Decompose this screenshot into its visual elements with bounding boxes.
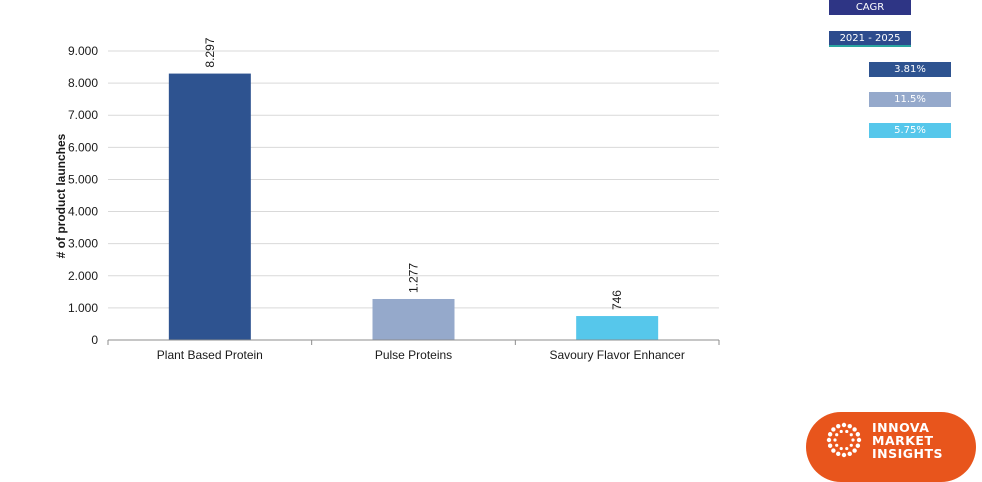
logo-dot <box>827 443 833 448</box>
cagr-header: CAGR <box>829 0 911 15</box>
logo-dot <box>852 427 857 432</box>
cagr-period: 2021 - 2025 <box>829 31 911 47</box>
logo-dot <box>849 433 853 437</box>
logo-dot <box>831 448 836 453</box>
logo-dot <box>839 429 843 434</box>
bar-plant-based-protein <box>168 73 251 341</box>
logo-dot <box>841 422 847 428</box>
bars <box>168 73 659 341</box>
y-tick-label: 9.000 <box>68 44 98 58</box>
logo-dot <box>847 423 852 429</box>
innova-logo: INNOVA MARKET INSIGHTS <box>806 412 976 482</box>
logo-dot <box>831 427 836 432</box>
bar-pulse-proteins <box>372 298 455 340</box>
dotted-ring-icon <box>826 422 862 458</box>
logo-dot <box>855 432 861 437</box>
y-tick-label: 5.000 <box>68 172 98 186</box>
cagr-value-savoury-flavor-enhancer: 5.75% <box>869 123 951 138</box>
logo-line-1: INNOVA <box>872 420 930 435</box>
logo-dot <box>841 452 847 458</box>
category-labels: Plant Based Protein Pulse Proteins Savoury… <box>107 340 720 362</box>
logo-dot <box>851 438 855 442</box>
y-tick-label: 6.000 <box>68 140 98 154</box>
cagr-value-plant-based-protein: 3.81% <box>869 62 951 77</box>
y-tick-label: 7.000 <box>68 108 98 122</box>
y-tick-label: 0 <box>91 333 98 347</box>
category-label: Pulse Proteins <box>375 348 452 362</box>
logo-dot <box>845 446 849 451</box>
logo-dot <box>856 437 862 443</box>
logo-dot <box>852 448 857 453</box>
logo-dot <box>826 437 832 443</box>
data-label: 746 <box>610 290 624 310</box>
bar-savoury-flavor-enhancer <box>576 316 659 340</box>
data-label: 8.297 <box>203 37 217 67</box>
bar-chart: 0 1.000 2.000 3.000 4.000 5.000 6.000 7.000 8.00… <box>54 37 720 362</box>
logo-dot <box>855 443 861 448</box>
logo-dot <box>845 429 849 434</box>
logo-dot <box>847 451 852 457</box>
logo-dot <box>849 443 853 447</box>
y-tick-label: 8.000 <box>68 76 98 90</box>
logo-dot <box>827 432 833 437</box>
logo-dot <box>836 451 841 457</box>
logo-dot <box>836 423 841 429</box>
data-labels: 8.297 1.277 746 <box>203 37 624 310</box>
y-axis-ticks: 0 1.000 2.000 3.000 4.000 5.000 6.000 7.000 8.00… <box>68 44 98 347</box>
cagr-value-pulse-proteins: 11.5% <box>869 92 951 107</box>
logo-dot <box>835 433 839 437</box>
y-axis-label: # of product launches <box>54 133 68 258</box>
y-tick-label: 4.000 <box>68 205 98 219</box>
data-label: 1.277 <box>407 263 421 293</box>
logo-line-2: MARKET <box>872 433 934 448</box>
logo-dot <box>835 443 839 447</box>
y-tick-label: 3.000 <box>68 237 98 251</box>
category-label: Plant Based Protein <box>157 348 263 362</box>
category-label: Savoury Flavor Enhancer <box>549 348 684 362</box>
logo-dot <box>833 438 837 442</box>
y-tick-label: 2.000 <box>68 269 98 283</box>
logo-line-3: INSIGHTS <box>872 446 944 461</box>
logo-text: INNOVA MARKET INSIGHTS <box>872 421 943 460</box>
y-tick-label: 1.000 <box>68 301 98 315</box>
logo-dot <box>839 446 843 451</box>
